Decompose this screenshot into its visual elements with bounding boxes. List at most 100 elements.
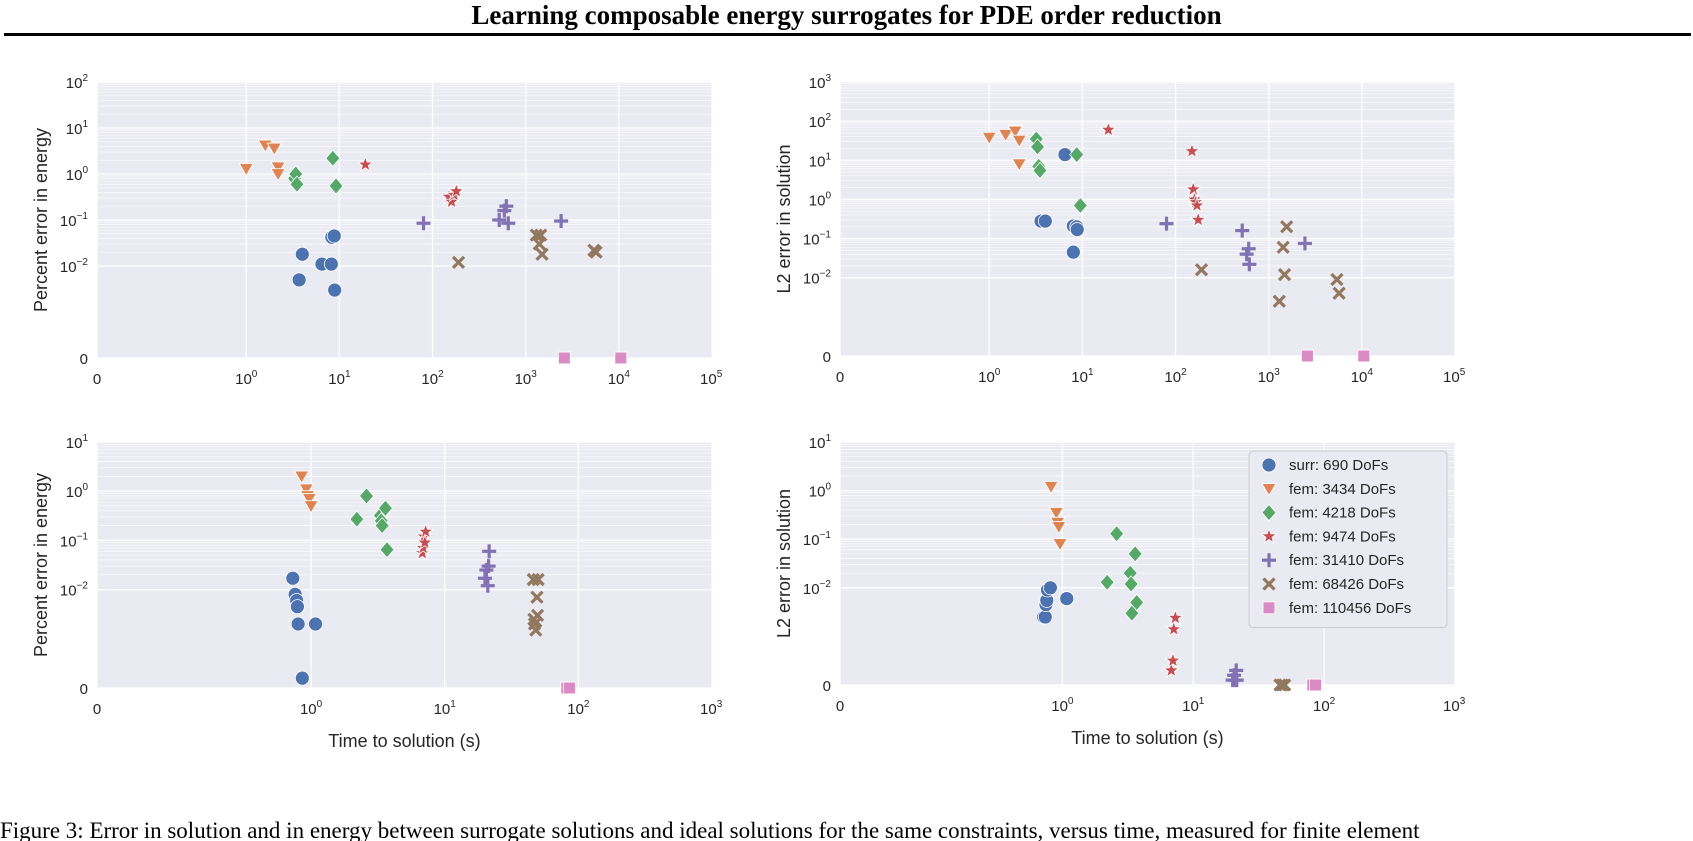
data-point xyxy=(1276,240,1290,254)
data-point xyxy=(481,559,496,574)
series-fem-4218-dofs xyxy=(287,149,344,195)
x-tick-label: 104 xyxy=(1351,367,1374,386)
y-tick-label: 0 xyxy=(80,351,88,368)
x-tick-label: 0 xyxy=(836,369,844,386)
y-tick-label: 0 xyxy=(823,678,831,695)
y-tick-label: 100 xyxy=(809,482,832,501)
series-surr-690-dofs xyxy=(291,228,343,298)
data-point xyxy=(1184,180,1202,197)
data-point xyxy=(238,163,254,177)
data-point xyxy=(1043,481,1059,495)
data-point xyxy=(554,214,569,229)
x-tick-label: 101 xyxy=(1071,367,1094,386)
y-tick-label: 101 xyxy=(66,119,89,138)
data-point xyxy=(1194,263,1209,277)
series-fem-4218-dofs xyxy=(349,487,395,559)
legend-marker xyxy=(1261,457,1277,473)
data-point xyxy=(1052,538,1068,552)
x-tick-label: 100 xyxy=(235,369,258,388)
legend-box xyxy=(1248,450,1448,629)
x-tick-label: 103 xyxy=(1443,696,1466,715)
data-point xyxy=(1048,507,1065,521)
x-tick-label: 103 xyxy=(1258,367,1281,386)
series-fem-68426-dofs xyxy=(1194,220,1346,308)
data-point xyxy=(1069,145,1085,164)
data-point xyxy=(1030,138,1046,156)
y-tick-label: 100 xyxy=(66,482,89,501)
y-tick-label: 103 xyxy=(809,73,832,92)
data-point xyxy=(499,199,514,214)
series-fem-31410-dofs xyxy=(1225,663,1244,688)
y-tick-label: 10−2 xyxy=(803,579,832,598)
data-point xyxy=(1059,591,1075,606)
x-tick-label: 104 xyxy=(608,369,631,388)
data-point xyxy=(1162,661,1180,678)
data-point xyxy=(531,572,545,587)
data-point xyxy=(325,149,341,167)
data-point xyxy=(303,500,319,514)
y-axis-label: L2 error in solution xyxy=(774,489,794,638)
x-tick-label: 102 xyxy=(421,369,444,388)
data-point xyxy=(416,533,434,550)
data-point xyxy=(416,216,431,231)
data-point xyxy=(413,544,431,561)
legend-marker xyxy=(1261,503,1277,522)
data-point xyxy=(1330,272,1344,287)
data-point xyxy=(614,351,628,365)
series-surr-690-dofs xyxy=(1033,147,1085,260)
x-tick-label: 101 xyxy=(1182,696,1205,715)
data-point xyxy=(290,599,305,615)
y-tick-label: 0 xyxy=(823,349,831,366)
data-point xyxy=(1164,651,1182,668)
plot-area xyxy=(840,82,1455,356)
chart-panel-1: 0 10−2 10−1 100 101 102 0 100 101 102 103 104 105 Per… xyxy=(31,73,723,388)
data-point xyxy=(492,213,507,227)
data-point xyxy=(270,168,286,182)
data-point xyxy=(1129,593,1145,612)
chart-panel-4: 0 10−2 10−1 100 101 0 100 101 102 103 L2 error in … xyxy=(774,433,1466,748)
series-fem-110456-dofs xyxy=(1301,349,1371,363)
figure-caption: Figure 3: Error in solution and in energ… xyxy=(0,818,1420,841)
data-point xyxy=(328,177,344,195)
data-point xyxy=(1037,213,1053,229)
data-point xyxy=(981,131,997,146)
x-tick-label: 101 xyxy=(434,699,457,718)
data-point xyxy=(1309,678,1322,692)
x-axis-label: Time to solution (s) xyxy=(1071,728,1223,748)
data-point xyxy=(1099,120,1117,138)
series-fem-68426-dofs xyxy=(526,572,545,637)
series-fem-110456-dofs xyxy=(1306,678,1322,692)
data-point xyxy=(289,175,305,193)
x-tick-label: 103 xyxy=(700,699,723,718)
x-tick-label: 100 xyxy=(1051,696,1074,715)
data-point xyxy=(1235,223,1250,238)
data-point xyxy=(294,670,310,686)
x-tick-label: 105 xyxy=(700,369,723,388)
data-point xyxy=(447,182,465,199)
series-fem-4218-dofs xyxy=(1099,525,1145,622)
data-point xyxy=(997,129,1014,143)
data-point xyxy=(1275,678,1290,692)
series-fem-3434-dofs xyxy=(981,125,1027,172)
data-point xyxy=(1007,125,1023,139)
data-point xyxy=(1072,196,1088,215)
data-point xyxy=(480,578,495,593)
data-point xyxy=(379,540,395,559)
data-point xyxy=(285,570,301,586)
legend-marker xyxy=(1261,483,1277,497)
data-point xyxy=(1042,580,1058,596)
data-point xyxy=(1183,142,1201,159)
data-point xyxy=(1165,620,1183,637)
legend-label: surr: 690 DoFs xyxy=(1289,457,1388,474)
data-point xyxy=(563,681,576,695)
x-tick-label: 102 xyxy=(1164,367,1187,386)
series-fem-110456-dofs xyxy=(558,351,628,365)
data-point xyxy=(1011,158,1027,172)
series-fem-110456-dofs xyxy=(560,681,576,695)
x-tick-label: 101 xyxy=(328,369,351,388)
chart-panel-2: 0 10−2 10−1 100 101 102 103 0 100 101 102 103 104 105… xyxy=(774,73,1466,386)
data-point xyxy=(1272,294,1286,308)
data-point xyxy=(308,616,323,632)
x-axis-label: Time to solution (s) xyxy=(328,731,480,751)
